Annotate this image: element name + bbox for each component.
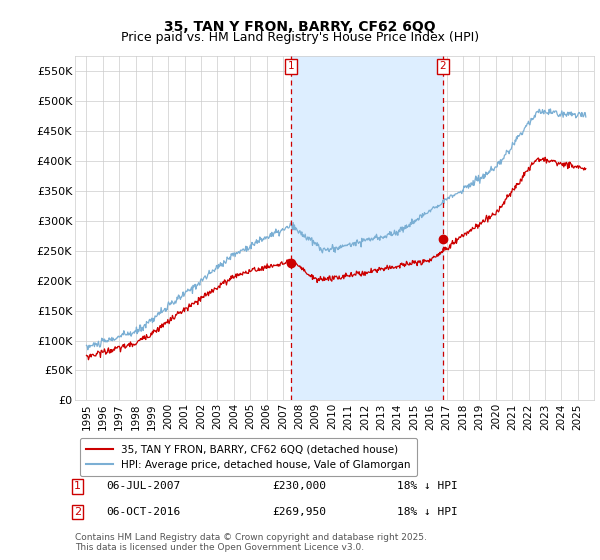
Text: 06-JUL-2007: 06-JUL-2007 <box>106 482 181 491</box>
Text: Price paid vs. HM Land Registry's House Price Index (HPI): Price paid vs. HM Land Registry's House … <box>121 31 479 44</box>
Text: 1: 1 <box>74 482 81 491</box>
Legend: 35, TAN Y FRON, BARRY, CF62 6QQ (detached house), HPI: Average price, detached h: 35, TAN Y FRON, BARRY, CF62 6QQ (detache… <box>80 438 416 477</box>
Text: £269,950: £269,950 <box>272 507 326 517</box>
Bar <box>291 56 443 400</box>
Text: £230,000: £230,000 <box>272 482 326 491</box>
Text: 1: 1 <box>288 61 295 71</box>
Text: 18% ↓ HPI: 18% ↓ HPI <box>397 482 458 491</box>
Text: 2: 2 <box>74 507 81 517</box>
Text: 06-OCT-2016: 06-OCT-2016 <box>106 507 181 517</box>
Text: 35, TAN Y FRON, BARRY, CF62 6QQ: 35, TAN Y FRON, BARRY, CF62 6QQ <box>164 20 436 34</box>
Text: 18% ↓ HPI: 18% ↓ HPI <box>397 507 458 517</box>
Text: Contains HM Land Registry data © Crown copyright and database right 2025.
This d: Contains HM Land Registry data © Crown c… <box>75 533 427 552</box>
Text: 2: 2 <box>440 61 446 71</box>
